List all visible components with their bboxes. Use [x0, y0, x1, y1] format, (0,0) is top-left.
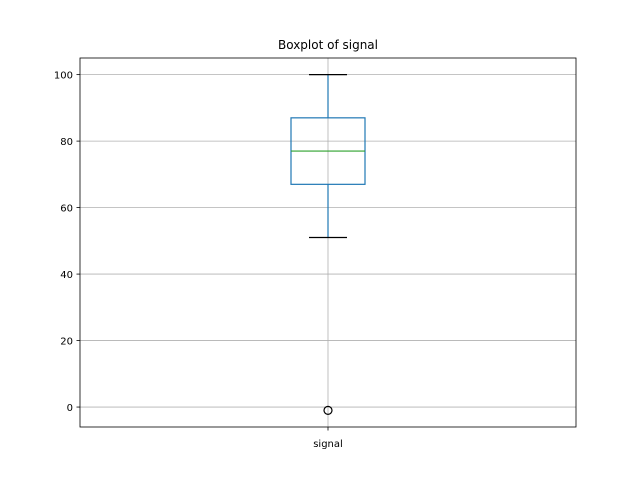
tick-labels: 0 20 40 60 80 100 signal: [54, 71, 343, 450]
y-tick-label: 100: [54, 71, 73, 82]
axes-frame: [76, 57, 577, 431]
x-tick-label: signal: [313, 439, 343, 450]
y-tick-label: 0: [67, 403, 73, 414]
y-tick-label: 80: [60, 137, 73, 148]
y-tick-label: 40: [60, 270, 73, 281]
outlier-point: [323, 405, 333, 415]
box-plot-group: [290, 74, 366, 415]
plot-frame: [79, 57, 577, 428]
chart-title: Boxplot of signal: [278, 38, 378, 52]
y-tick-label: 60: [60, 204, 73, 215]
y-tick-label: 20: [60, 337, 73, 348]
